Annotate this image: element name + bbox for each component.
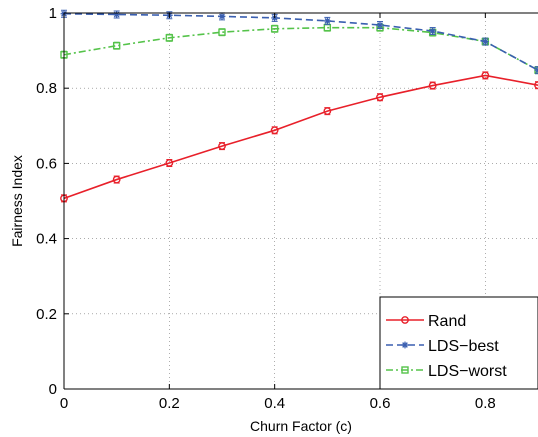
series-0: [60, 71, 538, 203]
star-stroke: [482, 38, 489, 45]
series-layer: [60, 9, 538, 203]
x-tick-label: 0.4: [264, 395, 285, 412]
legend-item-2: LDS−worst: [386, 363, 507, 380]
gridlines: [64, 13, 538, 389]
axis-ticks: 0 0.2 0.4 0.6 0.8 0 0.2 0.4 0.6 0.8 1: [36, 5, 496, 412]
data-point: [218, 12, 226, 20]
data-point: [376, 21, 384, 29]
data-point: [323, 107, 332, 116]
x-tick-label: 0: [60, 395, 68, 412]
star-stroke: [377, 22, 383, 28]
star-stroke: [402, 342, 408, 348]
data-point: [534, 66, 538, 74]
data-point: [218, 142, 226, 151]
data-point: [481, 71, 490, 80]
legend-label: LDS−best: [428, 338, 499, 355]
star-stroke: [429, 28, 436, 34]
y-tick-label: 0.4: [36, 231, 57, 248]
legend-marker: [401, 366, 409, 374]
series-line: [63, 26, 538, 71]
data-point: [218, 28, 226, 36]
data-point: [165, 159, 174, 167]
x-tick-label: 0.2: [159, 395, 180, 412]
data-point: [112, 175, 121, 184]
legend-item-1: LDS−best: [386, 338, 499, 355]
y-axis-title: Fairness Index: [9, 155, 25, 247]
data-point: [270, 126, 279, 135]
data-point: [165, 34, 174, 42]
y-tick-label: 0.2: [36, 306, 57, 323]
data-point: [270, 25, 279, 33]
star-stroke: [535, 69, 538, 73]
y-tick-label: 0.6: [36, 155, 57, 172]
data-point: [113, 11, 121, 18]
star-stroke: [219, 13, 225, 20]
data-point: [428, 81, 437, 90]
star-stroke: [535, 67, 538, 72]
data-point: [323, 17, 331, 25]
legend-label: LDS−worst: [428, 363, 507, 380]
series-1: [60, 9, 538, 75]
legend-marker: [401, 341, 409, 349]
y-tick-label: 0.8: [36, 80, 57, 97]
legend-label: Rand: [428, 313, 466, 330]
x-axis-title: Churn Factor (c): [250, 418, 352, 434]
x-tick-label: 0.6: [370, 395, 391, 412]
star-stroke: [324, 18, 331, 24]
y-tick-label: 0: [49, 381, 57, 398]
legend: Rand LDS−best LDS−worst: [379, 296, 538, 390]
y-tick-label: 1: [49, 5, 57, 22]
data-point: [376, 93, 384, 102]
legend-marker: [401, 316, 409, 324]
data-point: [481, 38, 489, 45]
series-line: [63, 12, 538, 71]
data-point: [429, 27, 437, 35]
series-line: [63, 74, 538, 200]
x-tick-label: 0.8: [475, 395, 496, 412]
data-point: [112, 42, 121, 50]
legend-item-0: Rand: [386, 313, 466, 330]
